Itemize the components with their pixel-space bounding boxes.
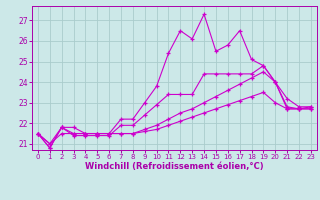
- X-axis label: Windchill (Refroidissement éolien,°C): Windchill (Refroidissement éolien,°C): [85, 162, 264, 171]
